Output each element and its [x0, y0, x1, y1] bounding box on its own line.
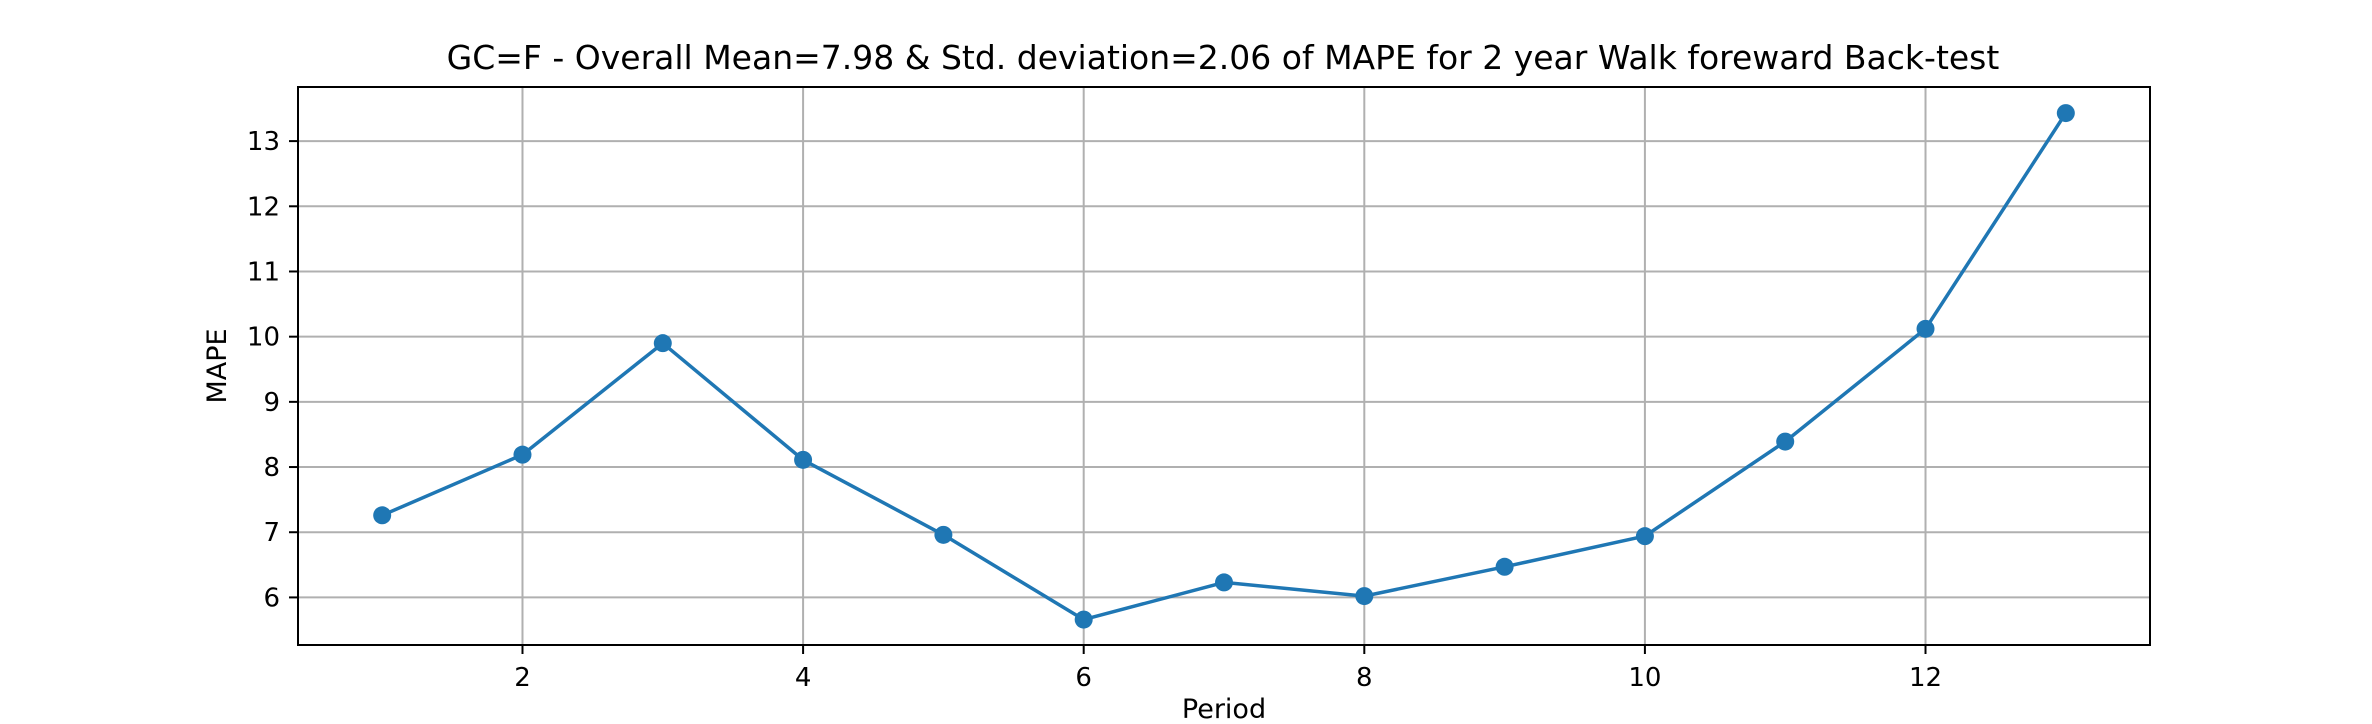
- y-axis-label: MAPE: [202, 328, 233, 403]
- data-point: [2056, 104, 2075, 123]
- data-point: [373, 506, 392, 525]
- y-tick-label: 12: [247, 192, 280, 222]
- data-point: [653, 334, 672, 353]
- grid: [298, 87, 2150, 645]
- x-tick-label: 6: [1075, 663, 1092, 693]
- x-tick-label: 8: [1356, 663, 1373, 693]
- x-axis-ticks: 2 4 6 8 10 12: [514, 645, 1942, 693]
- y-tick-label: 10: [247, 323, 280, 353]
- y-tick-label: 6: [263, 583, 280, 613]
- data-point: [1916, 319, 1935, 338]
- data-series: [373, 104, 2075, 629]
- data-point: [1635, 527, 1654, 546]
- x-tick-label: 12: [1909, 663, 1942, 693]
- y-tick-label: 8: [263, 453, 280, 483]
- data-point: [934, 525, 953, 544]
- data-point: [1074, 610, 1093, 629]
- data-point: [1355, 587, 1374, 606]
- y-axis-ticks: 6 7 8 9 10 11 12 13: [247, 127, 298, 613]
- data-point: [794, 450, 813, 469]
- x-tick-label: 10: [1628, 663, 1661, 693]
- data-point: [1215, 573, 1233, 592]
- plot-frame: [297, 86, 2151, 646]
- x-tick-label: 4: [795, 663, 812, 693]
- data-point: [513, 445, 532, 464]
- y-tick-label: 7: [263, 518, 280, 548]
- y-tick-label: 13: [247, 127, 280, 157]
- y-tick-label: 11: [247, 257, 280, 287]
- data-point: [1495, 557, 1514, 576]
- x-tick-label: 2: [514, 663, 531, 693]
- data-point: [1776, 432, 1795, 451]
- y-tick-label: 9: [263, 388, 280, 418]
- chart-title: GC=F - Overall Mean=7.98 & Std. deviatio…: [447, 38, 2000, 77]
- x-axis-label: Period: [1182, 694, 1266, 720]
